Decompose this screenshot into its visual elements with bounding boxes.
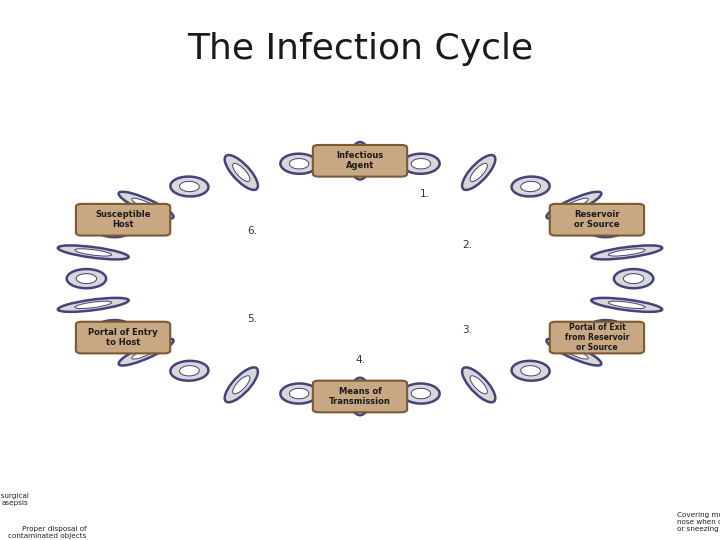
Ellipse shape <box>58 246 129 259</box>
Text: CENGAGE Learning®: CENGAGE Learning® <box>54 510 164 521</box>
Text: Reservoir
or Source: Reservoir or Source <box>574 210 620 230</box>
Text: Portal of Entry
to Host: Portal of Entry to Host <box>89 328 158 347</box>
Ellipse shape <box>546 192 601 219</box>
Ellipse shape <box>462 367 495 402</box>
Ellipse shape <box>58 298 129 312</box>
FancyBboxPatch shape <box>312 381 408 413</box>
Ellipse shape <box>559 345 588 359</box>
Ellipse shape <box>596 325 616 335</box>
FancyBboxPatch shape <box>312 145 408 177</box>
Ellipse shape <box>559 198 588 212</box>
Ellipse shape <box>233 164 250 181</box>
Ellipse shape <box>280 154 318 174</box>
Text: 5.: 5. <box>248 314 258 324</box>
Ellipse shape <box>462 155 495 190</box>
Ellipse shape <box>402 154 440 174</box>
Ellipse shape <box>75 301 112 308</box>
Text: Portal of Exit
from Reservoir
or Source: Portal of Exit from Reservoir or Source <box>564 323 629 353</box>
Ellipse shape <box>608 301 645 308</box>
Ellipse shape <box>587 218 626 237</box>
Text: 3.: 3. <box>462 325 472 335</box>
Ellipse shape <box>355 387 365 406</box>
Text: Susceptible
Host: Susceptible Host <box>95 210 150 230</box>
Ellipse shape <box>67 269 106 288</box>
Text: Medical or surgical
asepsis: Medical or surgical asepsis <box>0 493 29 506</box>
Ellipse shape <box>402 383 440 403</box>
Ellipse shape <box>355 151 365 171</box>
Ellipse shape <box>75 249 112 256</box>
Ellipse shape <box>119 339 174 366</box>
Ellipse shape <box>521 366 541 376</box>
Ellipse shape <box>350 142 370 179</box>
FancyBboxPatch shape <box>76 204 170 235</box>
FancyBboxPatch shape <box>76 322 170 353</box>
Text: 6.: 6. <box>248 226 258 236</box>
Text: DELMAR: DELMAR <box>54 484 119 498</box>
Ellipse shape <box>614 269 653 288</box>
Ellipse shape <box>104 325 124 335</box>
Ellipse shape <box>225 155 258 190</box>
Text: 1.: 1. <box>420 189 430 199</box>
Ellipse shape <box>119 192 174 219</box>
Ellipse shape <box>470 376 487 394</box>
Ellipse shape <box>591 298 662 312</box>
Text: Copyright ©2012 Delmar, Cengage Learning.: Copyright ©2012 Delmar, Cengage Learning… <box>248 491 472 502</box>
Text: The Infection Cycle: The Infection Cycle <box>187 32 533 66</box>
Ellipse shape <box>289 388 309 399</box>
Ellipse shape <box>76 274 96 284</box>
FancyBboxPatch shape <box>550 322 644 353</box>
Ellipse shape <box>411 388 431 399</box>
Ellipse shape <box>104 222 124 233</box>
Ellipse shape <box>179 366 199 376</box>
Ellipse shape <box>280 383 318 403</box>
Text: 2.: 2. <box>462 240 472 251</box>
Text: All rights reserved.: All rights reserved. <box>314 512 406 522</box>
Ellipse shape <box>132 198 161 212</box>
Ellipse shape <box>179 181 199 192</box>
Ellipse shape <box>289 159 309 169</box>
Ellipse shape <box>94 320 133 340</box>
Ellipse shape <box>511 361 549 381</box>
Ellipse shape <box>624 274 644 284</box>
Ellipse shape <box>233 376 250 394</box>
Text: Means of
Transmission: Means of Transmission <box>329 387 391 406</box>
Ellipse shape <box>587 320 626 340</box>
FancyBboxPatch shape <box>550 204 644 235</box>
Ellipse shape <box>132 345 161 359</box>
Ellipse shape <box>225 367 258 402</box>
Ellipse shape <box>591 246 662 259</box>
Ellipse shape <box>350 378 370 415</box>
Ellipse shape <box>94 218 133 237</box>
Text: 4.: 4. <box>355 355 365 365</box>
Ellipse shape <box>511 177 549 197</box>
Ellipse shape <box>546 339 601 366</box>
Ellipse shape <box>521 181 541 192</box>
Text: Proper disposal of
contaminated objects: Proper disposal of contaminated objects <box>8 526 86 539</box>
Ellipse shape <box>171 361 209 381</box>
Ellipse shape <box>596 222 616 233</box>
Ellipse shape <box>411 159 431 169</box>
Text: Covering mouth and
nose when coughing
or sneezing: Covering mouth and nose when coughing or… <box>677 512 720 532</box>
Text: Infectious
Agent: Infectious Agent <box>336 151 384 171</box>
Ellipse shape <box>470 164 487 181</box>
Ellipse shape <box>608 249 645 256</box>
Ellipse shape <box>171 177 209 197</box>
